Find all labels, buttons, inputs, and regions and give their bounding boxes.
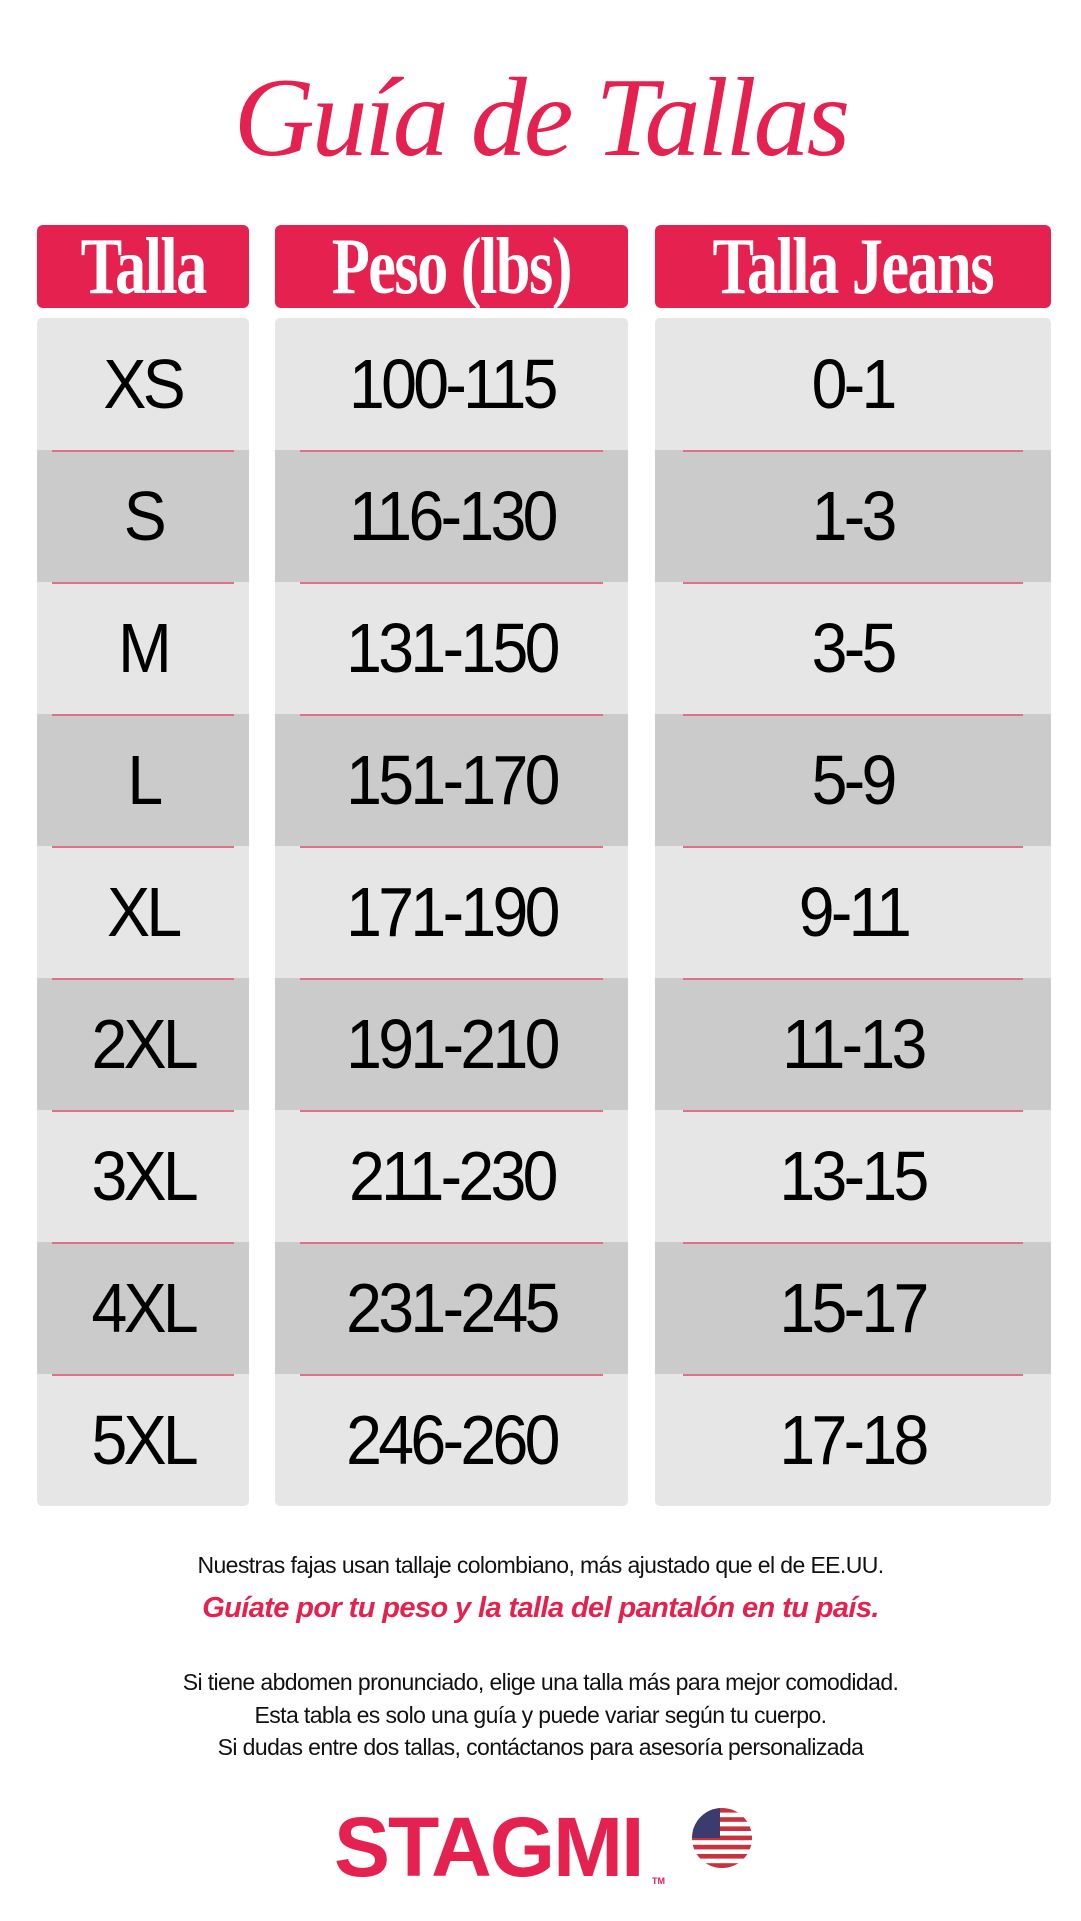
table-cell: 191-210 xyxy=(275,978,628,1110)
us-flag-icon xyxy=(692,1808,752,1868)
cell-value: 171-190 xyxy=(346,873,560,951)
cell-value: 151-170 xyxy=(346,741,560,819)
cell-value: 131-150 xyxy=(346,609,560,687)
column-body: 0-1 1-3 3-5 5-9 9-11 11-13 13-15 15-17 17-18 xyxy=(655,318,1051,1506)
cell-value: 9-11 xyxy=(798,873,911,951)
table-cell: S xyxy=(37,450,249,582)
table-cell: 15-17 xyxy=(655,1242,1051,1374)
table-cell: 0-1 xyxy=(655,318,1051,450)
column-talla: Talla XS S M L XL 2XL 3XL 4XL 5XL xyxy=(37,225,249,1506)
column-peso: Peso (lbs) 100-115 116-130 131-150 151-170 17… xyxy=(275,225,628,1506)
cell-value: S xyxy=(123,477,166,555)
table-cell: XS xyxy=(37,318,249,450)
cell-value: 231-245 xyxy=(346,1269,560,1347)
cell-value: 13-15 xyxy=(779,1137,930,1215)
column-body: 100-115 116-130 131-150 151-170 171-190 191-2… xyxy=(275,318,628,1506)
cell-value: 2XL xyxy=(91,1005,198,1083)
table-cell: 5-9 xyxy=(655,714,1051,846)
table-cell: 2XL xyxy=(37,978,249,1110)
cell-value: 246-260 xyxy=(346,1401,560,1479)
table-cell: 171-190 xyxy=(275,846,628,978)
table-cell: 231-245 xyxy=(275,1242,628,1374)
table-cell: 211-230 xyxy=(275,1110,628,1242)
cell-value: 11-13 xyxy=(782,1005,927,1083)
table-cell: XL xyxy=(37,846,249,978)
note-abdomen: Si tiene abdomen pronunciado, elige una … xyxy=(182,1669,899,1695)
column-header-label: Talla xyxy=(80,225,207,308)
table-cell: 131-150 xyxy=(275,582,628,714)
cell-value: L xyxy=(126,741,163,819)
table-cell: 3XL xyxy=(37,1110,249,1242)
cell-value: 3XL xyxy=(91,1137,198,1215)
cell-value: XL xyxy=(107,873,182,951)
table-cell: 17-18 xyxy=(655,1374,1051,1506)
table-cell: 246-260 xyxy=(275,1374,628,1506)
table-cell: 13-15 xyxy=(655,1110,1051,1242)
table-cell: 4XL xyxy=(37,1242,249,1374)
note-guide: Esta tabla es solo una guía y puede vari… xyxy=(254,1702,828,1728)
cell-value: 191-210 xyxy=(346,1005,560,1083)
cell-value: 211-230 xyxy=(348,1137,558,1215)
cell-value: 116-130 xyxy=(348,477,558,555)
column-header: Peso (lbs) xyxy=(275,225,628,308)
column-header: Talla xyxy=(37,225,249,308)
column-jeans: Talla Jeans 0-1 1-3 3-5 5-9 9-11 11-13 13-15 15-… xyxy=(655,225,1051,1506)
table-cell: 5XL xyxy=(37,1374,249,1506)
column-header-label: Talla Jeans xyxy=(712,225,995,308)
note-highlight: Guíate por tu peso y la talla del pantal… xyxy=(202,1592,879,1624)
table-cell: 11-13 xyxy=(655,978,1051,1110)
cell-value: M xyxy=(118,609,172,687)
column-body: XS S M L XL 2XL 3XL 4XL 5XL xyxy=(37,318,249,1506)
cell-value: 4XL xyxy=(91,1269,198,1347)
cell-value: 5XL xyxy=(91,1401,198,1479)
note-contact: Si dudas entre dos tallas, contáctanos p… xyxy=(217,1734,864,1760)
note-sizing: Nuestras fajas usan tallaje colombiano, … xyxy=(197,1552,884,1578)
column-header: Talla Jeans xyxy=(655,225,1051,308)
cell-value: 0-1 xyxy=(811,345,898,423)
cell-value: 1-3 xyxy=(811,477,898,555)
cell-value: 15-17 xyxy=(779,1269,930,1347)
table-cell: 151-170 xyxy=(275,714,628,846)
table-cell: 116-130 xyxy=(275,450,628,582)
cell-value: 5-9 xyxy=(811,741,898,819)
cell-value: 17-18 xyxy=(779,1401,930,1479)
cell-value: XS xyxy=(103,345,186,423)
table-cell: M xyxy=(37,582,249,714)
brand-logo: STAGMI xyxy=(334,1800,644,1894)
table-cell: 100-115 xyxy=(275,318,628,450)
column-header-label: Peso (lbs) xyxy=(331,225,573,308)
cell-value: 3-5 xyxy=(811,609,898,687)
table-cell: 3-5 xyxy=(655,582,1051,714)
table-cell: 9-11 xyxy=(655,846,1051,978)
page-title: Guía de Tallas xyxy=(233,56,851,180)
table-cell: L xyxy=(37,714,249,846)
cell-value: 100-115 xyxy=(348,345,558,423)
table-cell: 1-3 xyxy=(655,450,1051,582)
trademark: TM xyxy=(652,1876,665,1886)
